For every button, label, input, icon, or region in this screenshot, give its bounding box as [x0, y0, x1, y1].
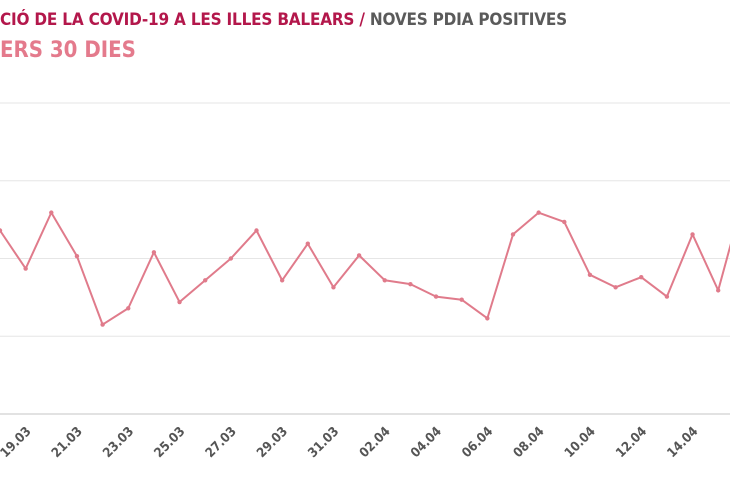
- data-point: [433, 294, 439, 299]
- data-point: [177, 299, 182, 305]
- x-tick-label: 12.04: [613, 424, 650, 461]
- data-point: [279, 278, 285, 283]
- data-point: [0, 228, 3, 233]
- data-point: [459, 297, 464, 302]
- x-tick-label: 04.04: [408, 424, 445, 461]
- x-tick-label: 06.04: [459, 424, 496, 461]
- data-point: [305, 241, 310, 246]
- data-point: [536, 210, 541, 215]
- data-point: [613, 285, 618, 290]
- x-tick-label: 08.04: [511, 424, 548, 461]
- chart-title: CIÓ DE LA COVID-19 A LES ILLES BALEARS /…: [0, 10, 567, 30]
- x-tick-label: 31.03: [306, 424, 343, 461]
- x-tick-label: 19.03: [0, 424, 34, 461]
- title-main: CIÓ DE LA COVID-19 A LES ILLES BALEARS: [0, 10, 355, 30]
- data-point: [151, 250, 157, 255]
- data-point: [331, 285, 336, 290]
- x-tick-label: 14.04: [665, 424, 702, 461]
- data-point: [664, 294, 670, 299]
- data-point: [254, 228, 259, 233]
- data-point: [23, 266, 28, 271]
- data-point: [485, 316, 490, 321]
- data-point: [228, 256, 234, 261]
- chart-subtitle: ERS 30 DIES: [0, 38, 136, 63]
- title-metric: NOVES PDIA POSITIVES: [369, 10, 567, 30]
- data-point: [639, 274, 644, 280]
- x-tick-label: 29.03: [254, 424, 291, 461]
- data-point: [74, 253, 80, 259]
- x-tick-label: 27.03: [203, 424, 240, 461]
- x-tick-label: 23.03: [100, 424, 137, 461]
- data-point: [690, 232, 695, 237]
- data-point: [126, 306, 131, 311]
- x-tick-label: 21.03: [49, 424, 86, 461]
- data-point: [382, 278, 387, 283]
- data-point: [203, 278, 208, 283]
- data-point: [408, 281, 413, 287]
- data-point: [100, 322, 105, 327]
- data-point: [587, 272, 593, 278]
- x-tick-label: 10.04: [562, 424, 599, 461]
- data-point: [716, 288, 721, 293]
- data-point: [356, 253, 362, 258]
- data-point: [562, 219, 567, 225]
- data-point: [49, 210, 54, 215]
- data-point: [510, 232, 516, 237]
- x-tick-label: 25.03: [152, 424, 189, 461]
- x-tick-label: 02.04: [357, 424, 394, 461]
- series-line: [0, 211, 730, 326]
- title-separator: /: [359, 10, 365, 30]
